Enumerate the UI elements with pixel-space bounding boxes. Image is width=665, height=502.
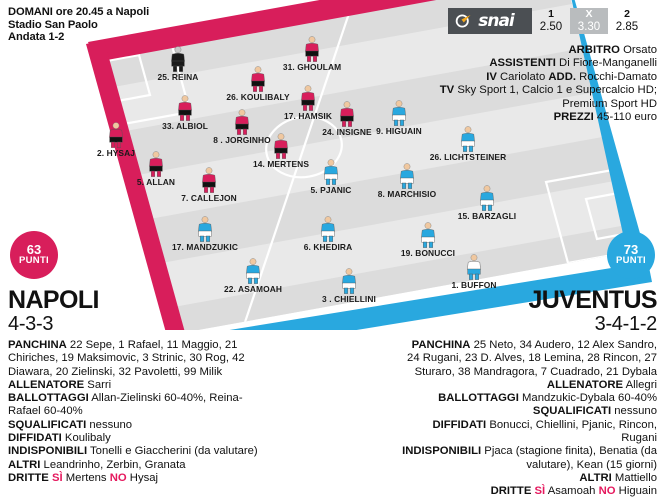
dritte-yes: SÌ xyxy=(534,485,546,498)
player-figure-icon xyxy=(459,126,477,157)
dritte-no: NO xyxy=(109,471,127,484)
player-figure-icon xyxy=(233,109,251,140)
away-team-details: PANCHINA 25 Neto, 34 Audero, 12 Alex San… xyxy=(399,339,657,499)
player-figure-icon xyxy=(303,36,321,67)
away-team-block: JUVENTUS 3-4-1-2 PANCHINA 25 Neto, 34 Au… xyxy=(399,286,658,499)
odds-key-2: 2 xyxy=(624,8,630,20)
detail-row: BALLOTTAGGI Mandzukic-Dybala 60-40% xyxy=(438,392,657,405)
away-team-formation: 3-4-1-2 xyxy=(594,313,658,335)
player-name-label: 31. GHOULAM xyxy=(282,62,342,72)
detail-row: SQUALIFICATI nessuno xyxy=(532,405,657,418)
detail-row: ALLENATORE Sarri xyxy=(8,378,112,391)
dritte-yes: SÌ xyxy=(51,471,63,484)
player-name-label: 19. BONUCCI xyxy=(400,248,456,258)
detail-row: PANCHINA 22 Sepe, 1 Rafael, 11 Maggio, 2… xyxy=(8,339,245,378)
match-header: DOMANI ore 20.45 a Napoli Stadio San Pao… xyxy=(8,6,268,44)
dritte-row: DRITTE SÌ Mertens NO Hysaj xyxy=(8,471,159,484)
officials-text: ARBITRO Orsato ASSISTENTI Di Fiore-Mangan… xyxy=(439,44,657,124)
player-name-label: 25. REINA xyxy=(157,72,199,82)
player-figure-icon xyxy=(322,159,340,190)
player-name-label: 2. HYSAJ xyxy=(96,148,136,158)
player-figure-icon xyxy=(465,254,483,285)
detail-row: PANCHINA 25 Neto, 34 Audero, 12 Alex San… xyxy=(407,339,657,378)
player-figure-icon xyxy=(249,66,267,97)
player-name-label: 15. BARZAGLI xyxy=(457,211,517,221)
player-figure-icon xyxy=(398,163,416,194)
odds-value-x: 3.30 xyxy=(577,21,601,33)
detail-row: INDISPONIBILI Pjaca (stagione finita), B… xyxy=(402,445,657,471)
detail-row: ALTRI Leandrinho, Zerbin, Granata xyxy=(8,458,186,471)
home-points-value: 63 xyxy=(26,242,42,257)
player-figure-icon xyxy=(319,216,337,247)
player-figure-icon xyxy=(340,268,358,299)
player-name-label: 17. MANDZUKIC xyxy=(172,242,238,252)
odds-cell-1[interactable]: 1 2.50 xyxy=(532,8,570,34)
home-team-details: PANCHINA 22 Sepe, 1 Rafael, 11 Maggio, 2… xyxy=(8,339,266,485)
detail-row: DIFFIDATI Bonucci, Chiellini, Pjanic, Ri… xyxy=(432,418,657,445)
player-name-label: 17. HAMSIK xyxy=(283,111,333,121)
player-name-label: 6. KHEDIRA xyxy=(303,242,353,252)
odds-value-2: 2.85 xyxy=(615,21,639,33)
player-figure-icon xyxy=(478,185,496,216)
odds-key-1: 1 xyxy=(548,8,554,20)
player-figure-icon xyxy=(196,216,214,247)
detail-row: ALLENATORE Allegri xyxy=(546,378,657,391)
player-figure-icon xyxy=(107,122,125,153)
header-line-1: DOMANI ore 20.45 a Napoli xyxy=(8,6,150,18)
away-points-value: 73 xyxy=(623,242,639,257)
home-team-block: NAPOLI 4-3-3 PANCHINA 22 Sepe, 1 Rafael,… xyxy=(8,287,266,485)
detail-row: DIFFIDATI Koulibaly xyxy=(8,432,111,445)
odds-value-1: 2.50 xyxy=(539,21,563,33)
away-team-name: JUVENTUS xyxy=(528,286,657,314)
detail-row: ALTRI Mattiello xyxy=(579,471,657,484)
player-name-label: 1. BUFFON xyxy=(451,280,497,290)
player-name-label: 14. MERTENS xyxy=(252,159,310,169)
player-figure-icon xyxy=(419,222,437,253)
detail-row: SQUALIFICATI nessuno xyxy=(8,418,133,431)
odds-cell-2[interactable]: 2 2.85 xyxy=(608,8,646,34)
snai-wordmark: snai xyxy=(478,11,515,31)
player-figure-icon xyxy=(176,95,194,126)
home-team-name: NAPOLI xyxy=(8,286,99,314)
detail-row: INDISPONIBILI Tonelli e Giaccherini (da … xyxy=(8,445,258,458)
pitch-graphic: 25. REINA 33. ALBIOL 2. HYSAJ 26. KOULIBALY… xyxy=(86,0,652,330)
odds-key-x: X xyxy=(585,8,593,20)
player-name-label: 33. ALBIOL xyxy=(162,121,208,131)
home-team-formation: 4-3-3 xyxy=(8,313,54,335)
match-officials-info: ARBITRO Orsato ASSISTENTI Di Fiore-Mangan… xyxy=(421,44,657,124)
player-name-label: 5. PJANIC xyxy=(310,185,352,195)
player-name-label: 26. LICHTSTEINER xyxy=(429,152,507,162)
dritte-no: NO xyxy=(598,485,616,498)
player-figure-icon xyxy=(299,85,317,116)
snai-swoosh-icon xyxy=(455,14,471,28)
player-figure-icon xyxy=(147,151,165,182)
header-line-2: Stadio San Paolo xyxy=(8,18,98,31)
player-name-label: 7. CALLEJON xyxy=(181,193,237,203)
player-name-label: 24. INSIGNE xyxy=(322,127,372,137)
away-points-badge: 73 PUNTI xyxy=(607,231,655,279)
player-figure-icon xyxy=(200,167,218,198)
player-figure-icon xyxy=(169,46,187,77)
player-name-label: 22. ASAMOAH xyxy=(223,284,283,294)
away-points-label: PUNTI xyxy=(616,255,646,266)
header-line-3: Andata 1-2 xyxy=(8,31,65,44)
player-figure-icon xyxy=(338,101,356,132)
player-figure-icon xyxy=(272,133,290,164)
snai-logo: snai xyxy=(448,8,532,34)
odds-cell-x[interactable]: X 3.30 xyxy=(570,8,608,34)
player-name-label: 8. MARCHISIO xyxy=(377,189,437,199)
dritte-row: DRITTE SÌ Asamoah NO Higuain xyxy=(490,485,657,498)
player-figure-icon xyxy=(390,100,408,131)
player-name-label: 3 . CHIELLINI xyxy=(322,294,376,304)
player-name-label: 8 . JORGINHO xyxy=(213,135,271,145)
player-name-label: 9. HIGUAIN xyxy=(376,126,422,136)
player-figure-icon xyxy=(244,258,262,289)
betting-odds-panel: snai 1 2.50 X 3.30 2 2.85 xyxy=(448,8,646,34)
home-points-label: PUNTI xyxy=(19,255,49,266)
player-name-label: 5. ALLAN xyxy=(136,177,176,187)
player-name-label: 26. KOULIBALY xyxy=(226,92,290,102)
detail-row: BALLOTTAGGI Allan-Zielinski 60-40%, Rein… xyxy=(8,392,243,418)
home-points-badge: 63 PUNTI xyxy=(10,231,58,279)
